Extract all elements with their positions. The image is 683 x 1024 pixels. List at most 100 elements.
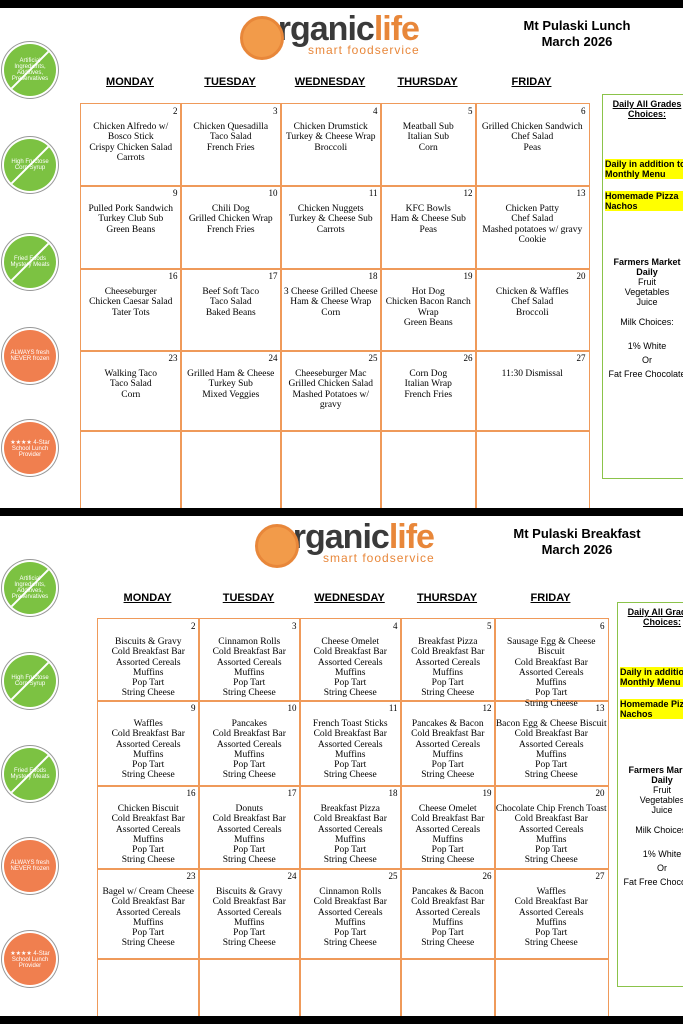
calendar-cell: 18 Breakfast Pizza Cold Breakfast Bar Assor…	[299, 785, 402, 870]
menu-item: Turkey Club Sub	[98, 214, 164, 225]
menu-item: String Cheese	[421, 855, 475, 866]
menu-item: Grilled Chicken Wrap	[188, 214, 273, 225]
menu-item: Chicken Drumstick	[293, 122, 368, 132]
menu-item: Corn	[418, 142, 438, 153]
side-heading: Daily All Grades Choices:	[627, 607, 683, 627]
menu-item: String Cheese	[421, 938, 475, 949]
calendar-cell: 26 Corn Dog Italian Wrap French Fries	[380, 350, 477, 432]
day-number: 4	[393, 621, 398, 631]
menu-item: Muffins	[234, 667, 265, 678]
menu-item: String Cheese	[524, 938, 578, 949]
calendar-cell: 16 Cheeseburger Chicken Caesar Salad Tater …	[80, 268, 182, 352]
menu-item: Chicken Biscuit	[117, 804, 179, 814]
menu-item: Pop Tart	[334, 760, 367, 771]
menu-item: French Fries	[404, 389, 453, 400]
menu-item: Grilled Chicken Salad	[288, 379, 373, 390]
menu-item: Grilled Chicken Sandwich	[481, 122, 583, 132]
day-header: FRIDAY	[530, 592, 571, 604]
calendar-cell: 3 Cinnamon Rolls Cold Breakfast Bar Assorte…	[198, 618, 301, 702]
calendar-cell: 27 Waffles Cold Breakfast Bar Assorted Cere…	[494, 868, 609, 960]
menu-item: Corn Dog	[409, 369, 448, 379]
side-row: Daily in addition to Monthly Menu	[620, 661, 683, 693]
menu-item: Pancakes & Bacon	[411, 887, 484, 897]
logo-orb	[240, 16, 284, 60]
menu-item: Mashed potatoes w/ gravy	[482, 224, 583, 235]
day-number: 10	[268, 188, 278, 198]
logo-tagline: smart foodservice	[323, 551, 435, 565]
day-number: 20	[576, 271, 586, 281]
menu-item: Muffins	[432, 749, 463, 760]
day-header: MONDAY	[106, 76, 154, 88]
menu-item: Assorted Cereals	[115, 824, 181, 835]
farmers-market: Vegetables	[624, 287, 670, 297]
badge: ALWAYS fresh NEVER frozen	[4, 840, 56, 892]
menu-item: Pop Tart	[233, 760, 266, 771]
menu-item: Beef Soft Taco	[202, 287, 260, 297]
menu-item: Cold Breakfast Bar	[111, 897, 185, 908]
day-number: 25	[368, 353, 378, 363]
menu-item: Chef Salad	[511, 132, 554, 143]
menu-item: Green Beans	[403, 317, 453, 328]
menu-item: Pop Tart	[535, 760, 568, 771]
calendar-cell: 11 Chicken Nuggets Turkey & Cheese Sub Carr…	[280, 185, 382, 270]
menu-item: Muffins	[536, 678, 567, 689]
menu-item: String Cheese	[222, 855, 276, 866]
badge: ALWAYS fresh NEVER frozen	[4, 330, 56, 382]
menu-item: Cold Breakfast Bar	[411, 814, 485, 825]
side-row: Daily in addition to Monthly Menu	[605, 153, 683, 185]
calendar-cell: 10 Chili Dog Grilled Chicken Wrap French Fr…	[180, 185, 282, 270]
menu-item: Chicken Quesadilla	[193, 122, 269, 132]
menu-item: Broccoli	[515, 307, 549, 318]
menu-item: String Cheese	[421, 688, 475, 699]
badge: Artificial Ingredients, Additives, Prese…	[4, 44, 56, 96]
menu-item: Pop Tart	[233, 678, 266, 689]
menu-item: French Fries	[206, 224, 255, 235]
menu-item: String Cheese	[524, 698, 578, 709]
calendar-cell	[180, 430, 282, 508]
menu-item: Pop Tart	[334, 678, 367, 689]
menu-item: Muffins	[335, 834, 366, 845]
menu-item: Pop Tart	[132, 845, 165, 856]
day-number: 17	[287, 788, 297, 798]
day-number: 19	[482, 788, 492, 798]
logo-word: organiclife	[273, 518, 435, 557]
menu-item: Assorted Cereals	[518, 667, 584, 678]
calendar-cell: 12 Pancakes & Bacon Cold Breakfast Bar Asso…	[400, 700, 496, 787]
calendar-cell: 20 Chicken & Waffles Chef Salad Broccoli	[475, 268, 590, 352]
menu-item: String Cheese	[222, 770, 276, 781]
day-number: 27	[595, 871, 605, 881]
menu-item: Chicken & Waffles	[495, 287, 569, 297]
menu-item: Cinnamon Rolls	[218, 637, 281, 647]
menu-item: Ham & Cheese Wrap	[290, 297, 372, 308]
milk-choice: Milk Choices:	[635, 825, 683, 835]
menu-item: Pop Tart	[535, 928, 568, 939]
menu-item: Cold Breakfast Bar	[111, 729, 185, 740]
menu-item: Muffins	[432, 917, 463, 928]
menu-item: Chicken Nuggets	[297, 204, 364, 214]
day-number: 16	[186, 788, 196, 798]
badge: Artificial Ingredients, Additives, Prese…	[4, 562, 56, 614]
menu-item: Waffles	[536, 887, 566, 897]
menu-item: Pulled Pork Sandwich	[88, 204, 173, 214]
calendar-cell: 10 Pancakes Cold Breakfast Bar Assorted Cer…	[198, 700, 301, 787]
day-header: WEDNESDAY	[314, 592, 385, 604]
menu-item: Cheeseburger	[104, 287, 157, 297]
menu-item: Cold Breakfast Bar	[212, 897, 286, 908]
farmers-market: Juice	[651, 805, 673, 815]
menu-item: Chef Salad	[511, 214, 554, 225]
side-row: Homemade Pizza Nachos	[605, 185, 683, 217]
menu-item: Assorted Cereals	[518, 739, 584, 750]
calendar-cell	[198, 958, 301, 1016]
menu-item: Mixed Veggies	[202, 389, 260, 400]
menu-panel: organiclife smart foodservice Mt Pulaski B…	[0, 516, 683, 1016]
day-number: 5	[487, 621, 492, 631]
menu-item: Donuts	[235, 804, 263, 814]
menu-item: Cinnamon Rolls	[319, 887, 382, 897]
day-number: 10	[287, 703, 297, 713]
menu-item: Assorted Cereals	[415, 824, 481, 835]
menu-item: 11:30 Dismissal	[501, 369, 563, 379]
day-number: 2	[173, 106, 178, 116]
menu-item: Crispy Chicken Salad	[89, 142, 173, 153]
day-number: 27	[576, 353, 586, 363]
